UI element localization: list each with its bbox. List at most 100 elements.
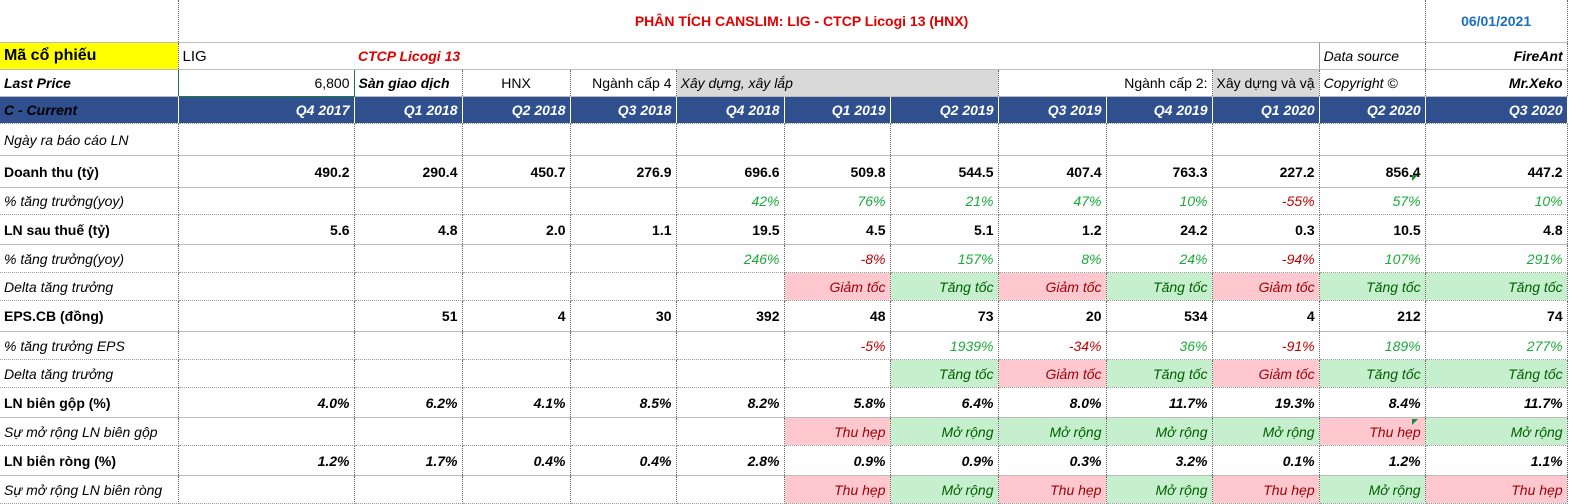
data-cell[interactable] [784,359,891,388]
data-cell[interactable]: 5.8% [784,387,891,418]
data-cell[interactable]: 509.8 [784,155,891,188]
data-cell[interactable]: Giảm tốc [998,272,1107,301]
data-cell[interactable]: 74 [1425,300,1568,332]
corner-cell[interactable] [0,0,179,43]
data-cell[interactable] [676,123,785,156]
data-cell[interactable] [784,123,891,156]
data-cell[interactable]: 36% [1106,331,1213,360]
data-cell[interactable] [998,123,1107,156]
data-cell[interactable]: 1.2 [998,214,1107,245]
data-cell[interactable]: -94% [1212,244,1320,273]
data-cell[interactable]: Thu hẹp [1425,475,1568,504]
data-cell[interactable]: 1.2% [1319,445,1426,476]
data-cell[interactable] [462,359,571,388]
data-cell[interactable] [178,187,355,215]
data-cell[interactable]: 4.8 [1425,214,1568,245]
quarter-header[interactable]: Q4 2018 [676,96,785,124]
data-cell[interactable]: 4.1% [462,387,571,418]
data-cell[interactable]: 8.5% [570,387,677,418]
data-cell[interactable] [676,417,785,446]
data-cell[interactable]: 291% [1425,244,1568,273]
data-cell[interactable] [178,359,355,388]
data-cell[interactable]: 6.4% [890,387,999,418]
data-cell[interactable]: 490.2 [178,155,355,188]
data-cell[interactable] [354,244,463,273]
data-cell[interactable]: 4 [462,300,571,332]
data-cell[interactable]: 51 [354,300,463,332]
data-cell[interactable]: Tăng tốc [1319,359,1426,388]
data-cell[interactable]: 11.7% [1425,387,1568,418]
quarter-header[interactable]: Q2 2018 [462,96,571,124]
data-cell[interactable]: 189% [1319,331,1426,360]
data-cell[interactable]: 47% [998,187,1107,215]
data-cell[interactable]: Tăng tốc [890,359,999,388]
data-cell[interactable]: 290.4 [354,155,463,188]
data-cell[interactable]: 407.4 [998,155,1107,188]
data-cell[interactable]: 1.1 [570,214,677,245]
quarter-header[interactable]: Q4 2017 [178,96,355,124]
data-cell[interactable]: 157% [890,244,999,273]
data-cell[interactable] [570,123,677,156]
ticker-cell[interactable]: LIG [178,42,354,70]
data-cell[interactable]: 0.1% [1212,445,1320,476]
data-cell[interactable] [462,123,571,156]
data-cell[interactable] [570,417,677,446]
data-cell[interactable]: 5.1 [890,214,999,245]
data-cell[interactable]: Giảm tốc [784,272,891,301]
data-cell[interactable]: Mở rộng [890,475,999,504]
data-cell[interactable]: 534 [1106,300,1213,332]
quarter-header[interactable]: Q2 2019 [890,96,999,124]
data-cell[interactable]: Mở rộng [1106,475,1213,504]
data-cell[interactable]: 76% [784,187,891,215]
data-cell[interactable] [462,475,571,504]
quarter-header[interactable]: Q1 2018 [354,96,463,124]
data-cell[interactable]: 0.3 [1212,214,1320,245]
data-cell[interactable]: 10% [1425,187,1568,215]
data-cell[interactable]: 544.5 [890,155,999,188]
data-cell[interactable]: 48 [784,300,891,332]
data-cell[interactable]: Mở rộng [1212,417,1320,446]
data-cell[interactable]: 1939% [890,331,999,360]
data-cell[interactable]: 30 [570,300,677,332]
data-cell[interactable]: 227.2 [1212,155,1320,188]
data-cell[interactable]: 8.4% [1319,387,1426,418]
data-cell[interactable]: Tăng tốc [1425,272,1568,301]
data-cell[interactable] [178,123,355,156]
data-cell[interactable]: Mở rộng [890,417,999,446]
data-cell[interactable] [1319,123,1426,156]
data-cell[interactable]: 696.6 [676,155,785,188]
data-cell[interactable] [570,359,677,388]
data-cell[interactable]: 8% [998,244,1107,273]
data-cell[interactable]: 1.7% [354,445,463,476]
data-cell[interactable]: 11.7% [1106,387,1213,418]
data-cell[interactable] [178,417,355,446]
data-cell[interactable]: Thu hẹp [998,475,1107,504]
data-cell[interactable]: 0.3% [998,445,1107,476]
data-cell[interactable]: 5.6 [178,214,355,245]
data-cell[interactable]: 0.9% [890,445,999,476]
quarter-header[interactable]: Q3 2019 [998,96,1107,124]
data-cell[interactable] [354,123,463,156]
data-cell[interactable] [354,272,463,301]
data-cell[interactable]: Giảm tốc [1212,272,1320,301]
data-cell[interactable] [676,272,785,301]
data-cell[interactable] [1425,123,1568,156]
data-cell[interactable] [354,475,463,504]
data-cell[interactable]: 392 [676,300,785,332]
data-cell[interactable]: 450.7 [462,155,571,188]
data-cell[interactable] [676,359,785,388]
data-cell[interactable]: 19.5 [676,214,785,245]
data-cell[interactable]: Mở rộng [1106,417,1213,446]
data-cell[interactable]: Thu hẹp [1212,475,1320,504]
data-cell[interactable]: 277% [1425,331,1568,360]
data-cell[interactable] [178,272,355,301]
data-cell[interactable]: 107% [1319,244,1426,273]
data-cell[interactable] [570,272,677,301]
data-cell[interactable] [354,417,463,446]
data-cell[interactable]: 4.8 [354,214,463,245]
data-cell[interactable] [462,187,571,215]
data-cell[interactable]: 20 [998,300,1107,332]
data-cell[interactable]: 1.2% [178,445,355,476]
quarter-header[interactable]: Q1 2019 [784,96,891,124]
data-cell[interactable] [354,359,463,388]
